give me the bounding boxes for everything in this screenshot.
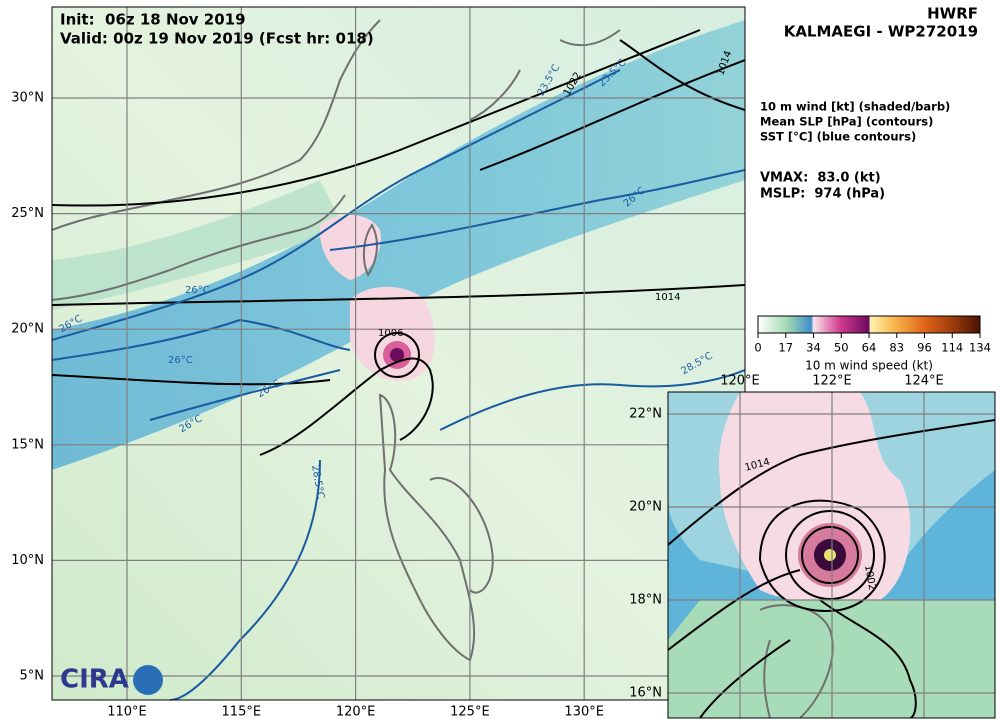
lon-label: 125°E — [450, 705, 490, 720]
slp-contour — [785, 510, 875, 600]
model-name: HWRF — [927, 5, 978, 23]
contour-label: 1006 — [378, 328, 403, 339]
slp-contour — [52, 29, 745, 456]
contour-label: 1002 — [862, 564, 877, 591]
coastline — [469, 29, 621, 121]
lat-label: 22°N — [629, 407, 662, 422]
contour-label: 26°C — [168, 355, 193, 366]
colorbar-tick-label: 96 — [917, 341, 932, 355]
lat-label: 30°N — [11, 91, 44, 106]
valid-time: Valid: 00z 19 Nov 2019 (Fcst hr: 018) — [60, 30, 374, 48]
vmax: VMAX: 83.0 (kt) — [760, 171, 881, 186]
contour-label: 26°C — [185, 285, 210, 296]
colorbar-tick-label: 114 — [941, 341, 963, 355]
colorbar-tick-label: 34 — [806, 341, 821, 355]
lat-label: 5°N — [20, 669, 45, 684]
slp-contour — [374, 332, 420, 378]
colorbar-tick-label: 50 — [834, 341, 849, 355]
logo-icon — [133, 665, 163, 695]
slp-contour — [668, 419, 995, 718]
storm-name: KALMAEGI - WP272019 — [784, 23, 978, 41]
lat-label: 25°N — [11, 206, 44, 221]
lon-label: 124°E — [904, 374, 944, 389]
lon-label: 120°E — [720, 374, 760, 389]
lon-label: 115°E — [222, 705, 262, 720]
axis-labels: 120°E 122°E 124°E 22°N 20°N 18°N 16°N — [629, 374, 944, 701]
wind-band — [52, 180, 345, 310]
colorbar-tick-label: 64 — [862, 341, 877, 355]
colorbar-tick-label: 83 — [889, 341, 904, 355]
grid — [52, 7, 745, 700]
contour-label: 1014 — [655, 292, 680, 303]
storm-eye — [824, 549, 836, 561]
logo: CIRA — [60, 665, 129, 695]
mslp: MSLP: 974 (hPa) — [760, 187, 885, 202]
lon-label: 122°E — [812, 374, 852, 389]
wind-high — [719, 392, 911, 605]
slp-contour — [801, 526, 859, 584]
colorbar-tick-label: 0 — [754, 341, 761, 355]
colorbar-tick-label: 17 — [778, 341, 793, 355]
lat-label: 20°N — [11, 322, 44, 337]
coastline — [362, 223, 494, 662]
lat-label: 10°N — [11, 553, 44, 568]
coastline — [52, 19, 381, 301]
lon-label: 120°E — [336, 705, 376, 720]
lat-label: 20°N — [629, 500, 662, 515]
init-time: Init: 06z 18 Nov 2019 — [60, 11, 246, 29]
sst-contour — [52, 69, 745, 700]
map-frame — [51, 6, 746, 701]
field-legend: 10 m wind [kt] (shaded/barb) — [760, 100, 950, 114]
axis-labels: 110°E 115°E 120°E 125°E 130°E 30°N 25°N 20°N 15°… — [11, 91, 604, 720]
colorbar — [757, 315, 981, 334]
lat-label: 15°N — [11, 437, 44, 452]
storm-core — [390, 348, 404, 362]
colorbar-label: 10 m wind speed (kt) — [805, 359, 933, 373]
lon-label: 110°E — [107, 705, 147, 720]
coastline — [759, 604, 834, 718]
field-legend: SST [°C] (blue contours) — [760, 130, 916, 144]
lon-label: 130°E — [564, 705, 604, 720]
inset-frame — [667, 391, 996, 719]
inset-map: 1014 1002 — [668, 392, 995, 718]
lat-label: 16°N — [629, 686, 662, 701]
colorbar-ticks: 0 17 34 50 64 83 96 114 134 — [754, 333, 991, 355]
grid — [668, 392, 995, 718]
colorbar-tick-label: 134 — [969, 341, 991, 355]
main-map: 1014 1022 23.5°C 23.5°C 1014 26°C 26°C 2… — [52, 7, 745, 700]
field-legend: Mean SLP [hPa] (contours) — [760, 115, 933, 129]
lat-label: 18°N — [629, 593, 662, 608]
